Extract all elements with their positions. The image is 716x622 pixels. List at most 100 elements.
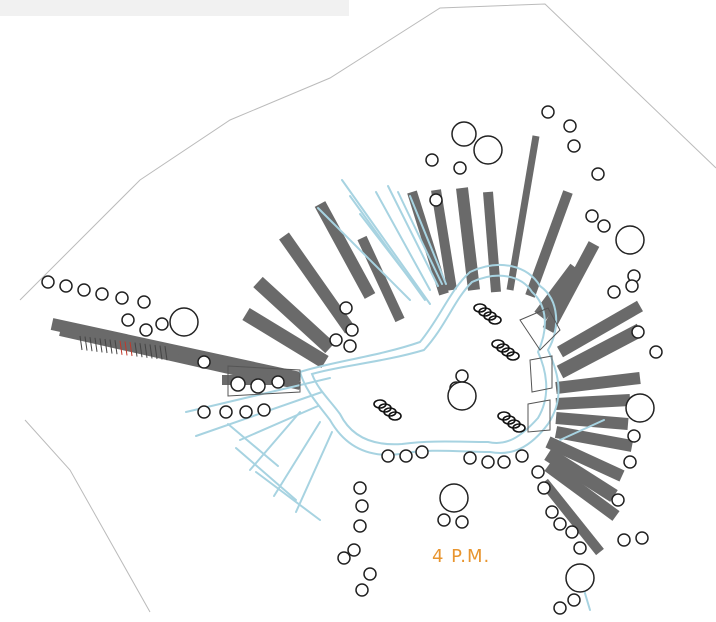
bench-seat	[512, 423, 526, 433]
path-line	[235, 447, 297, 501]
path-line	[295, 431, 333, 513]
header-band	[0, 0, 349, 16]
shadow-bar	[540, 478, 604, 556]
tree-circle	[447, 381, 477, 411]
tree-circle	[473, 135, 503, 165]
hatch-mark	[149, 344, 153, 359]
hatch-mark	[89, 337, 93, 352]
bench-seat	[506, 351, 520, 361]
planter	[519, 307, 561, 351]
path-network	[185, 179, 605, 611]
shadow-bar	[456, 187, 480, 291]
hatch-mark	[109, 339, 113, 354]
tree-circle	[455, 369, 469, 383]
hatch-mark	[79, 335, 83, 351]
tree-circle	[481, 455, 495, 469]
tree-circle	[250, 378, 266, 394]
hatch-mark	[144, 343, 148, 358]
tree-circle	[137, 295, 151, 309]
tree-circle	[363, 567, 377, 581]
shadow-bars	[50, 135, 644, 556]
hatch-mark	[159, 345, 163, 360]
tree-circle	[615, 225, 645, 255]
terrace-platform	[227, 365, 301, 397]
hatch-mark	[104, 338, 108, 354]
tree-circle	[115, 291, 129, 305]
tree-circle	[197, 405, 211, 419]
shadow-bar	[555, 412, 629, 430]
tree-circle	[257, 403, 271, 417]
shadow-bar	[242, 308, 329, 368]
shadow-bar	[545, 436, 625, 482]
tree-circle	[353, 481, 367, 495]
tree-circle	[415, 445, 429, 459]
tree-circle	[121, 313, 135, 327]
path-line	[249, 411, 301, 471]
tree-circle	[617, 533, 631, 547]
shadow-bar	[279, 232, 355, 334]
shadow-bar	[50, 318, 302, 384]
tree-circle	[565, 563, 595, 593]
planter	[529, 355, 553, 393]
tree-circle	[230, 376, 246, 392]
hatch-mark	[99, 338, 103, 353]
tree-circle	[531, 465, 545, 479]
tree-circle	[635, 531, 649, 545]
tree-circle	[567, 593, 581, 607]
tree-circle	[573, 541, 587, 555]
tree-circle	[339, 301, 353, 315]
hatch-mark	[154, 344, 158, 360]
tree-circle	[451, 121, 477, 147]
hatch-mark	[129, 341, 133, 357]
tree-circle	[439, 483, 469, 513]
tree-circle	[139, 323, 153, 337]
tree-circle	[585, 209, 599, 223]
tree-circle	[627, 429, 641, 443]
shadow-bar	[357, 235, 405, 323]
path-line	[185, 377, 331, 413]
shadow-bar	[431, 189, 457, 291]
bench-seat	[488, 315, 502, 325]
bench-clusters	[373, 303, 526, 433]
tree-circle	[337, 551, 351, 565]
tree-circle	[381, 449, 395, 463]
tree-circle	[197, 355, 211, 369]
shadow-bar	[542, 241, 600, 333]
tree-circle	[497, 455, 511, 469]
hatch-mark	[119, 340, 123, 355]
tree-circle	[611, 493, 625, 507]
tree-circle	[343, 339, 357, 353]
boundary-line	[24, 419, 151, 613]
tree-circle	[565, 525, 579, 539]
tree-circle	[329, 333, 343, 347]
tree-circle	[541, 105, 555, 119]
tree-circle	[59, 279, 73, 293]
tree-circle	[463, 451, 477, 465]
planter	[527, 399, 551, 433]
tree-circle	[597, 219, 611, 233]
tree-circle	[625, 393, 655, 423]
site-boundary	[19, 3, 716, 613]
tree-circle	[591, 167, 605, 181]
path-line	[255, 471, 321, 521]
tree-circle	[95, 287, 109, 301]
path-line	[375, 191, 431, 291]
plaza-structures	[227, 307, 561, 433]
shadow-bar	[314, 201, 376, 299]
tree-circle	[545, 505, 559, 519]
tree-circle	[631, 325, 645, 339]
tree-circle	[563, 119, 577, 133]
tree-circle	[271, 375, 285, 389]
shadow-bar	[506, 135, 540, 291]
hatch-mark	[94, 337, 98, 352]
shadow-bar	[59, 328, 301, 390]
tree-circle	[567, 139, 581, 153]
tree-circle	[455, 515, 469, 529]
plaza-outline	[298, 264, 560, 456]
tree-circle	[239, 405, 253, 419]
path-line	[559, 419, 605, 441]
tree-circle	[625, 279, 639, 293]
shadow-bar	[555, 372, 641, 394]
tree-circle	[429, 193, 443, 207]
